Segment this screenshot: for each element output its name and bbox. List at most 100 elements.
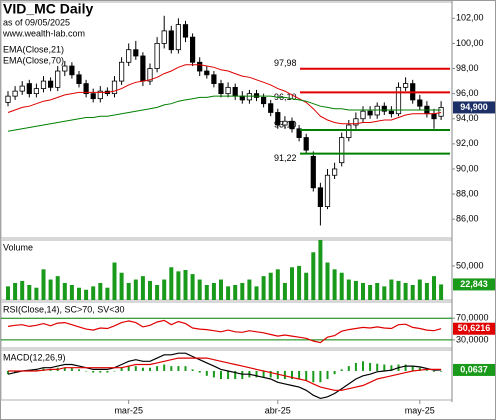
histogram-bar <box>49 369 52 371</box>
histogram-bar <box>163 364 166 371</box>
candle-body <box>197 61 203 72</box>
candle-body <box>33 88 40 95</box>
histogram-bar <box>134 366 137 371</box>
candle-body <box>154 43 160 69</box>
volume-bar <box>346 279 351 300</box>
histogram-bar <box>70 367 73 371</box>
histogram-bar <box>78 369 80 371</box>
candle-body <box>253 93 260 98</box>
candle-body <box>12 90 18 97</box>
y-tick-label: 102,00 <box>456 13 484 23</box>
volume-bar <box>439 284 444 300</box>
candle-body <box>275 112 281 126</box>
volume-bar <box>13 282 18 300</box>
volume-bar <box>353 280 358 300</box>
candle-body <box>69 65 75 76</box>
level-label: 97,98 <box>274 58 297 68</box>
histogram-bar <box>354 362 357 371</box>
last-value-box <box>453 363 495 376</box>
candle-body <box>417 99 423 107</box>
volume-bar <box>275 269 280 300</box>
candle-body <box>19 85 25 92</box>
candle-body <box>282 120 288 126</box>
volume-bar <box>176 271 181 300</box>
candle-body <box>5 95 11 103</box>
y-tick-label: 98,00 <box>456 63 479 73</box>
volume-bar <box>91 286 96 300</box>
ema-line <box>7 95 442 132</box>
last-value-label: 0,0637 <box>460 364 488 374</box>
volume-bar <box>382 286 387 300</box>
y-tick-label: 94,00 <box>456 113 479 123</box>
histogram-bar <box>127 366 130 371</box>
histogram-bar <box>326 370 329 380</box>
volume-bar <box>112 262 117 300</box>
candle-body <box>55 70 61 88</box>
volume-bar <box>211 282 216 300</box>
level-label: 91,22 <box>274 153 297 163</box>
volume-bar <box>204 285 209 300</box>
y-tick-label: 100,00 <box>456 38 484 48</box>
last-value-box <box>453 101 495 114</box>
histogram-bar <box>7 370 9 375</box>
volume-bar <box>126 282 131 300</box>
histogram-bar <box>276 370 279 380</box>
volume-bar <box>304 272 309 300</box>
histogram-bar <box>291 370 293 380</box>
histogram-bar <box>262 370 265 378</box>
ema-line <box>7 64 442 125</box>
volume-bar <box>190 274 195 300</box>
y-tick-label: 90,00 <box>456 163 479 173</box>
volume-bar <box>162 279 167 300</box>
candle-body <box>211 74 217 84</box>
histogram-bar <box>14 370 17 373</box>
volume-bar <box>318 240 323 300</box>
volume-bar <box>34 287 39 300</box>
candle-body <box>346 124 352 138</box>
last-value-label: 22,843 <box>460 279 488 289</box>
volume-bar <box>268 272 273 300</box>
candle-body <box>182 24 189 38</box>
y-tick-label: 70,0000 <box>456 313 489 323</box>
candle-body <box>402 83 409 88</box>
histogram-bar <box>156 366 159 371</box>
candle-body <box>62 65 68 72</box>
histogram-bar <box>191 369 194 371</box>
histogram-bar <box>227 370 230 380</box>
volume-bar <box>41 269 46 300</box>
candle-body <box>111 80 118 95</box>
candle-body <box>168 30 174 51</box>
histogram-bar <box>99 370 102 373</box>
volume-bar <box>55 276 60 300</box>
candle-body <box>367 110 373 116</box>
x-tick-label: may-25 <box>405 405 435 415</box>
histogram-bar <box>411 366 414 371</box>
volume-bar <box>197 279 202 300</box>
volume-bar <box>375 282 380 300</box>
volume-bar <box>432 276 436 300</box>
histogram-bar <box>141 367 144 371</box>
candle-body <box>246 93 252 101</box>
volume-bar <box>290 267 294 300</box>
y-tick-label: 50,000 <box>456 260 484 270</box>
chart-subtitle: as of 09/05/2025 <box>3 17 70 27</box>
histogram-bar <box>220 370 222 380</box>
level-label: 93,10 <box>274 119 297 129</box>
volume-bar <box>84 289 89 300</box>
y-tick-label: 92,00 <box>456 138 479 148</box>
volume-bar <box>219 279 223 300</box>
last-value-box <box>453 322 495 335</box>
last-value-label: 94,900 <box>460 102 488 112</box>
histogram-bar <box>177 366 180 371</box>
histogram-bar <box>170 366 173 371</box>
volume-bar <box>261 276 266 300</box>
candle-body <box>225 86 231 95</box>
candle-body <box>381 105 387 112</box>
histogram-bar <box>305 370 308 381</box>
volume-bar <box>297 265 302 300</box>
y-tick-label: 30,0000 <box>456 334 489 344</box>
volume-bar <box>282 282 287 300</box>
histogram-bar <box>212 370 215 378</box>
